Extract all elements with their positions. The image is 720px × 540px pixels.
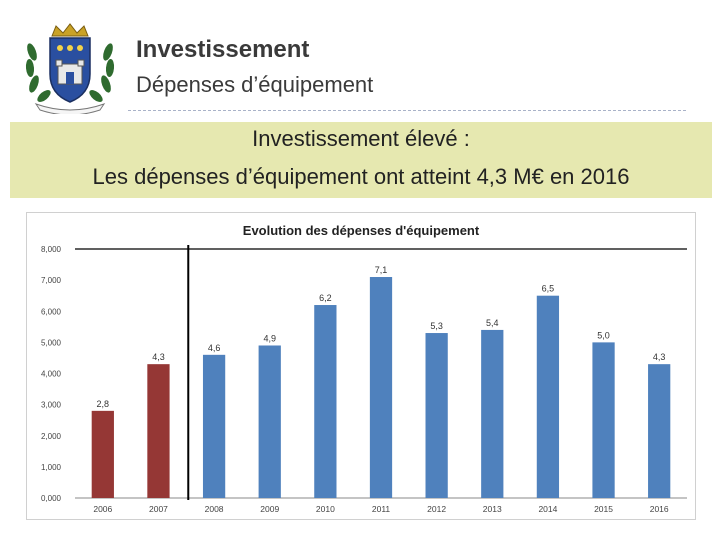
bar-2010	[314, 305, 337, 498]
x-tick-label: 2006	[93, 504, 112, 514]
data-label: 2,8	[97, 399, 110, 409]
laurel-icon	[25, 43, 115, 102]
bar-2009	[258, 345, 281, 498]
x-tick-label: 2008	[205, 504, 224, 514]
y-tick-label: 1,000	[41, 463, 62, 472]
x-tick-label: 2009	[260, 504, 279, 514]
y-tick-label: 8,000	[41, 245, 62, 254]
bar-2013	[481, 329, 504, 498]
data-label: 4,3	[653, 352, 666, 362]
data-label: 4,6	[208, 343, 221, 353]
bar-chart: Evolution des dépenses d'équipement 0,00…	[41, 223, 687, 514]
data-label: 6,2	[319, 293, 332, 303]
bar-2006	[91, 410, 114, 498]
y-tick-label: 0,000	[41, 494, 62, 503]
highlight-banner: Investissement élevé : Les dépenses d’éq…	[10, 122, 712, 198]
bar-2007	[147, 364, 170, 498]
x-tick-label: 2015	[594, 504, 613, 514]
data-label: 6,5	[542, 284, 555, 294]
bar-2015	[592, 342, 615, 498]
y-tick-label: 5,000	[41, 338, 62, 347]
data-label: 5,4	[486, 318, 499, 328]
x-tick-label: 2013	[483, 504, 502, 514]
bar-2012	[425, 333, 448, 498]
y-tick-label: 6,000	[41, 307, 62, 316]
x-tick-label: 2012	[427, 504, 446, 514]
coat-of-arms-logo	[25, 23, 115, 114]
data-label: 4,3	[152, 352, 165, 362]
y-tick-label: 4,000	[41, 370, 62, 379]
data-label: 7,1	[375, 265, 388, 275]
chart-frame: Evolution des dépenses d'équipement 0,00…	[26, 212, 696, 520]
bar-2008	[202, 354, 226, 498]
banner-statement: Les dépenses d’équipement ont atteint 4,…	[92, 164, 630, 189]
y-tick-label: 3,000	[41, 401, 62, 410]
data-label: 4,9	[263, 333, 276, 343]
x-tick-label: 2010	[316, 504, 335, 514]
bar-2014	[536, 295, 560, 498]
y-tick-label: 2,000	[41, 432, 62, 441]
chart-title: Evolution des dépenses d'équipement	[243, 223, 480, 238]
x-tick-label: 2007	[149, 504, 168, 514]
header-divider	[128, 110, 686, 111]
x-tick-label: 2016	[650, 504, 669, 514]
x-tick-label: 2011	[372, 504, 391, 514]
x-tick-label: 2014	[538, 504, 557, 514]
page-title: Investissement	[136, 36, 310, 63]
banner-headline: Investissement élevé :	[252, 126, 470, 151]
data-label: 5,3	[430, 321, 443, 331]
bar-2016	[648, 364, 671, 498]
data-label: 5,0	[597, 330, 610, 340]
page-subtitle: Dépenses d’équipement	[136, 72, 374, 97]
bar-2011	[369, 277, 393, 498]
y-tick-label: 7,000	[41, 276, 62, 285]
